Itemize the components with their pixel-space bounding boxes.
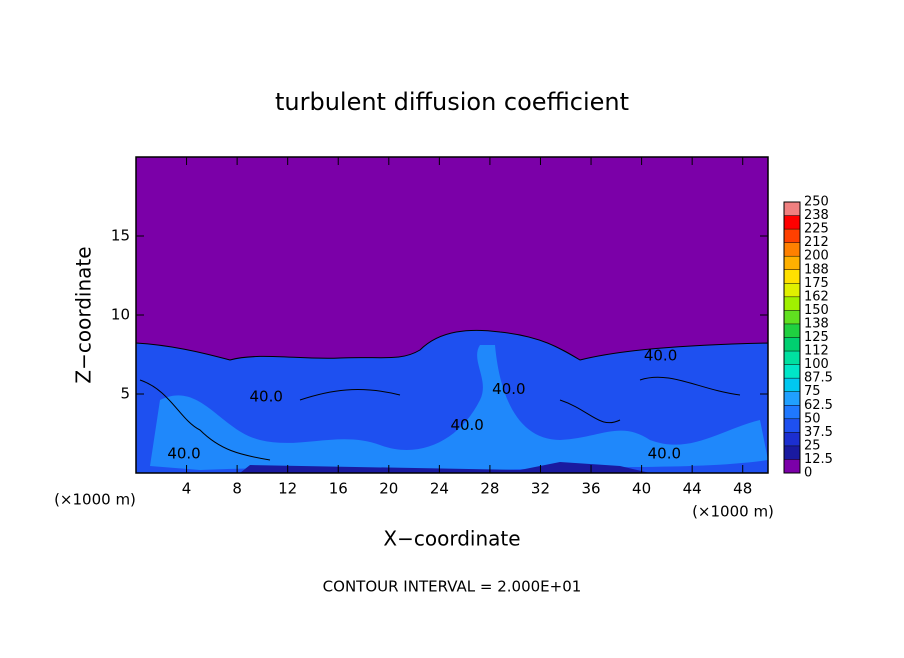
contour-label: 40.0: [644, 347, 677, 365]
x-tick-label: 36: [581, 480, 600, 498]
colorbar-bin: [784, 323, 800, 338]
colorbar-bin: [784, 351, 800, 365]
colorbar-label: 12.5: [804, 452, 833, 467]
colorbar-bin: [784, 283, 800, 297]
contour-label: 40.0: [167, 445, 200, 463]
x-unit-label: (×1000 m): [692, 503, 774, 521]
chart-title: turbulent diffusion coefficient: [275, 88, 629, 116]
colorbar-label: 62.5: [804, 398, 833, 413]
turbulent-region: [135, 329, 769, 474]
colorbar-bin: [784, 405, 800, 419]
colorbar-bin: [784, 445, 800, 460]
y-tick-label: 5: [120, 385, 130, 403]
y-tick-label: 10: [111, 306, 130, 324]
x-tick-label: 4: [182, 480, 192, 498]
x-unit-label: (×1000 m): [54, 491, 136, 509]
colorbar-label: 0: [804, 466, 812, 481]
colorbar-label: 138: [804, 316, 829, 331]
colorbar-bin: [784, 418, 800, 433]
x-tick-label: 40: [632, 480, 651, 498]
colorbar-bin: [784, 310, 800, 324]
colorbar-label: 188: [804, 262, 829, 277]
x-tick-label: 8: [232, 480, 242, 498]
contour-label: 40.0: [450, 416, 483, 434]
colorbar-bin: [784, 215, 800, 230]
contour-label: 40.0: [492, 380, 525, 398]
colorbar-bin: [784, 391, 800, 406]
colorbar-label: 75: [804, 384, 821, 399]
colorbar-bin: [784, 432, 800, 446]
colorbar-label: 162: [804, 289, 829, 304]
colorbar-label: 238: [804, 208, 829, 223]
colorbar-label: 50: [804, 411, 821, 426]
footer-note: CONTOUR INTERVAL = 2.000E+01: [323, 578, 582, 596]
colorbar-label: 25: [804, 438, 821, 453]
colorbar-label: 200: [804, 249, 829, 264]
x-tick-label: 48: [733, 480, 752, 498]
colorbar-label: 175: [804, 276, 829, 291]
x-axis-label: X−coordinate: [383, 527, 520, 551]
colorbar-bin: [784, 202, 800, 216]
colorbar-label: 112: [804, 344, 829, 359]
y-axis-label: Z−coordinate: [72, 246, 96, 383]
x-tick-label: 32: [531, 480, 550, 498]
x-tick-label: 44: [683, 480, 702, 498]
colorbar-label: 37.5: [804, 425, 833, 440]
x-tick-label: 28: [480, 480, 499, 498]
colorbar-bin: [784, 364, 800, 379]
colorbar-label: 225: [804, 222, 829, 237]
colorbar-bin: [784, 269, 800, 284]
x-tick-label: 16: [329, 480, 348, 498]
x-tick-label: 24: [430, 480, 449, 498]
colorbar-label: 212: [804, 235, 829, 250]
contour-label: 40.0: [648, 445, 681, 463]
colorbar-bin: [784, 242, 800, 257]
colorbar-label: 150: [804, 303, 829, 318]
colorbar-bin: [784, 378, 800, 392]
x-tick-label: 12: [278, 480, 297, 498]
colorbar-bin: [784, 229, 800, 243]
colorbar-label: 125: [804, 330, 829, 345]
contour-label: 40.0: [249, 388, 282, 406]
colorbar-label: 87.5: [804, 371, 833, 386]
colorbar-bin: [784, 459, 800, 473]
colorbar-bin: [784, 337, 800, 352]
colorbar-bin: [784, 256, 800, 270]
colorbar-label: 250: [804, 195, 829, 210]
y-tick-label: 15: [111, 227, 130, 245]
x-tick-label: 20: [379, 480, 398, 498]
colorbar-label: 100: [804, 357, 829, 372]
colorbar-bin: [784, 296, 800, 311]
